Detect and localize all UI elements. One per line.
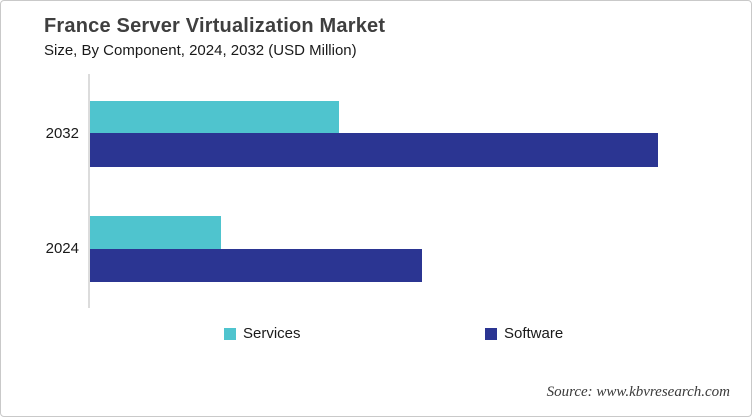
category-label-2032: 2032 [45,125,79,142]
source-credit: Source: www.kbvresearch.com [546,384,730,400]
bar-services-2024 [90,216,221,249]
legend-item-services: Services [224,325,301,342]
software-swatch-icon [485,327,497,340]
bar-services-2032 [90,101,339,133]
services-swatch-icon [224,327,236,340]
chart-subtitle: Size, By Component, 2024, 2032 (USD Mill… [44,42,357,59]
category-axis-line [88,74,90,308]
legend-label-software: Software [504,325,564,342]
bar-software-2024 [90,249,422,282]
legend-label-services: Services [243,325,301,342]
legend-item-software: Software [485,325,563,342]
bar-software-2032 [90,133,658,167]
category-label-2024: 2024 [45,240,79,257]
chart-title: France Server Virtualization Market [44,15,386,37]
